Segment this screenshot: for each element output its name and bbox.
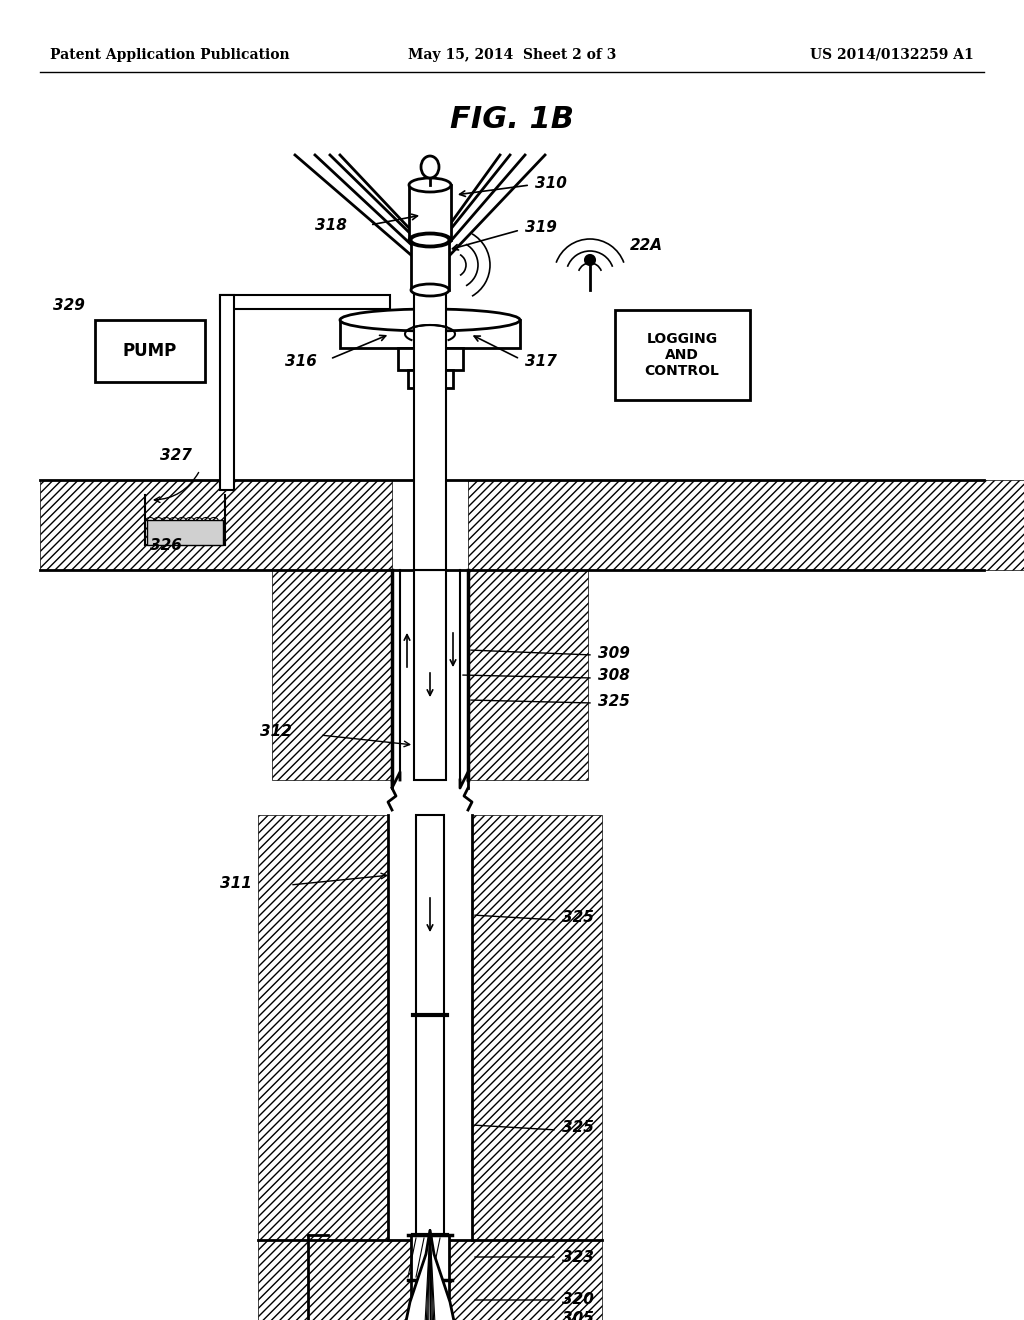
Bar	[258, 814, 388, 1239]
Text: FIG. 1B: FIG. 1B	[450, 106, 574, 135]
Bar	[615, 310, 750, 400]
Text: 329: 329	[53, 297, 85, 313]
Text: 310: 310	[535, 176, 567, 190]
Text: 316: 316	[285, 355, 316, 370]
Text: 325: 325	[562, 911, 594, 925]
Text: 323: 323	[562, 1250, 594, 1265]
Text: May 15, 2014  Sheet 2 of 3: May 15, 2014 Sheet 2 of 3	[408, 48, 616, 62]
Bar	[272, 570, 392, 780]
Ellipse shape	[340, 309, 520, 331]
Text: 325: 325	[562, 1121, 594, 1135]
Bar	[416, 1015, 444, 1236]
Text: 317: 317	[525, 355, 557, 370]
Bar	[398, 348, 463, 370]
Text: 311: 311	[220, 875, 252, 891]
Bar	[409, 185, 451, 240]
Bar	[411, 1280, 449, 1320]
Bar	[414, 290, 446, 570]
Bar	[95, 319, 205, 381]
Text: 319: 319	[525, 220, 557, 235]
Ellipse shape	[411, 234, 449, 246]
Bar	[472, 814, 602, 1239]
Text: 309: 309	[598, 645, 630, 660]
Text: 325: 325	[598, 693, 630, 709]
Text: PUMP: PUMP	[123, 342, 177, 360]
Text: LOGGING
AND
CONTROL: LOGGING AND CONTROL	[644, 331, 720, 379]
Bar	[411, 1236, 449, 1280]
Bar	[40, 480, 392, 570]
Text: US 2014/0132259 A1: US 2014/0132259 A1	[810, 48, 974, 62]
Ellipse shape	[421, 156, 439, 178]
Polygon shape	[400, 1230, 460, 1320]
Bar	[411, 240, 449, 290]
Ellipse shape	[411, 284, 449, 296]
Text: 320: 320	[562, 1292, 594, 1308]
Bar	[468, 480, 1024, 570]
Text: Patent Application Publication: Patent Application Publication	[50, 48, 290, 62]
Bar	[258, 1239, 602, 1320]
Bar	[340, 319, 520, 348]
Bar	[147, 520, 223, 545]
Bar	[416, 814, 444, 1015]
Text: 22A: 22A	[630, 238, 663, 252]
Bar	[220, 294, 390, 309]
Text: 327: 327	[160, 447, 191, 462]
Text: 305: 305	[562, 1311, 594, 1320]
Bar	[414, 570, 446, 780]
Ellipse shape	[409, 234, 451, 247]
Text: 326: 326	[150, 537, 182, 553]
Bar	[468, 570, 588, 780]
Text: 308: 308	[598, 668, 630, 684]
Bar	[408, 370, 453, 388]
Text: 312: 312	[260, 725, 292, 739]
Ellipse shape	[409, 178, 451, 191]
Ellipse shape	[585, 255, 595, 265]
Text: 318: 318	[315, 218, 347, 232]
Bar	[220, 294, 234, 490]
